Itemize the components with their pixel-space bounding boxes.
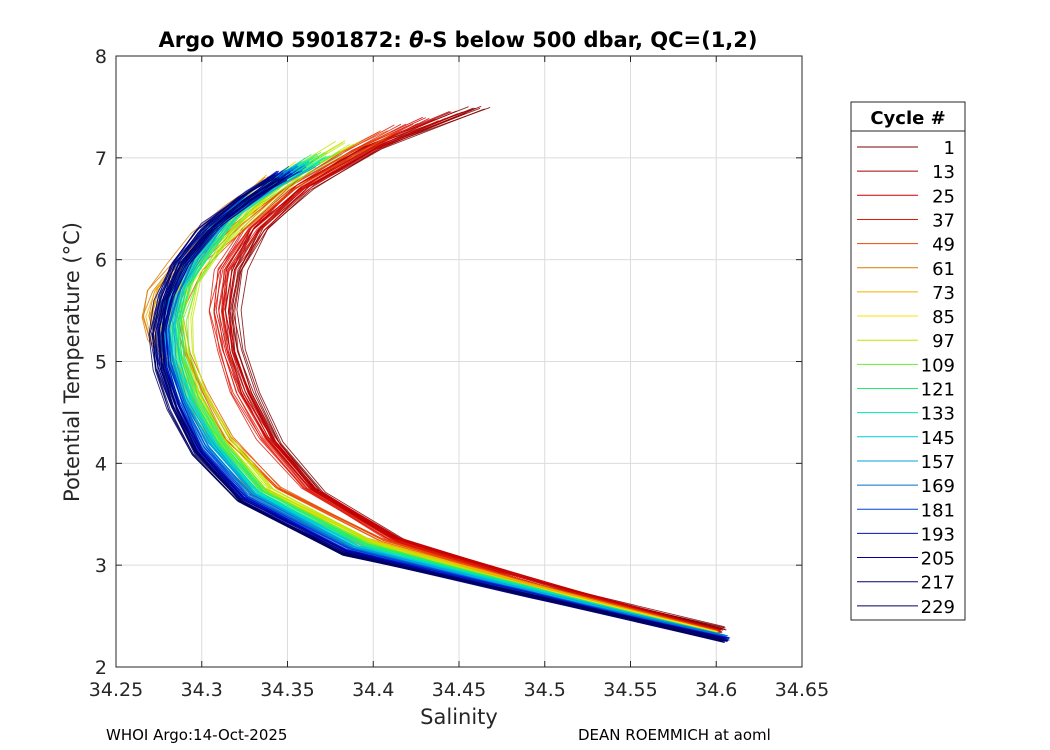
y-tick-label: 4 [95,453,107,475]
legend-label: 85 [932,307,955,328]
legend-label: 157 [921,452,955,473]
legend-label: 73 [932,283,955,304]
legend-label: 109 [921,355,955,376]
legend-label: 13 [932,162,955,183]
series-line-cycle-49 [181,131,719,634]
x-tick-label: 34.4 [352,679,394,701]
legend-label: 37 [932,210,955,231]
y-tick-label: 2 [95,657,107,679]
legend-label: 49 [932,235,955,256]
series-line-cycle-97 [190,143,718,636]
y-axis-ticks: 2 3 4 5 6 7 8 [95,46,802,679]
x-tick-label: 34.3 [181,679,223,701]
series-line-cycle-97 [179,142,716,636]
legend-label: 61 [932,259,955,280]
legend-label: 145 [921,428,955,449]
footer-left: WHOI Argo:14-Oct-2025 [106,726,288,744]
series-line-cycle-37 [220,123,721,633]
series-group [141,105,731,643]
x-axis-label: Salinity [420,705,498,729]
series-line-cycle-217 [161,175,728,642]
legend-label: 205 [921,549,955,570]
series-line-cycle-37 [223,123,722,632]
series-line-cycle-97 [192,140,719,637]
y-tick-label: 7 [95,148,107,170]
series-line-cycle-145 [173,163,723,638]
x-tick-label: 34.55 [603,679,657,701]
legend-label: 169 [921,476,955,497]
y-tick-label: 3 [95,555,107,577]
legend-entries: 1 13 25 37 49 61 73 85 97 109 121 133 145 157 169 181 19… [857,138,955,618]
y-tick-label: 8 [95,46,107,68]
x-tick-label: 34.5 [524,679,566,701]
legend: Cycle # 1 13 25 37 49 61 73 85 97 109 121 133 145 157… [850,101,966,621]
series-line-cycle-229 [152,175,724,643]
legend-label: 97 [932,331,955,352]
x-tick-label: 34.45 [432,679,486,701]
x-tick-label: 34.25 [89,679,143,701]
series-line-cycle-229 [160,177,724,641]
y-axis-label: Potential Temperature (°C) [60,222,84,502]
legend-label: 121 [921,380,955,401]
x-axis-ticks: 34.25 34.3 34.35 34.4 34.45 34.5 34.55 34.6 34.6… [89,56,829,701]
legend-label: 1 [944,138,955,159]
legend-label: 229 [921,597,955,618]
legend-title: Cycle # [870,108,945,129]
x-tick-label: 34.35 [260,679,314,701]
series-line-cycle-109 [185,154,721,636]
legend-label: 25 [932,186,955,207]
legend-label: 181 [921,500,955,521]
y-tick-label: 5 [95,352,107,374]
legend-label: 217 [921,573,955,594]
x-tick-label: 34.65 [775,679,829,701]
footer-right: DEAN ROEMMICH at aoml [578,726,771,744]
series-line-cycle-25 [228,120,722,631]
chart-title: Argo WMO 5901872: θ-S below 500 dbar, QC… [158,28,757,52]
series-line-cycle-229 [161,179,726,642]
legend-label: 133 [921,404,955,425]
legend-label: 193 [921,524,955,545]
series-line-cycle-49 [179,131,718,631]
y-tick-label: 6 [95,250,107,272]
x-tick-label: 34.6 [695,679,737,701]
